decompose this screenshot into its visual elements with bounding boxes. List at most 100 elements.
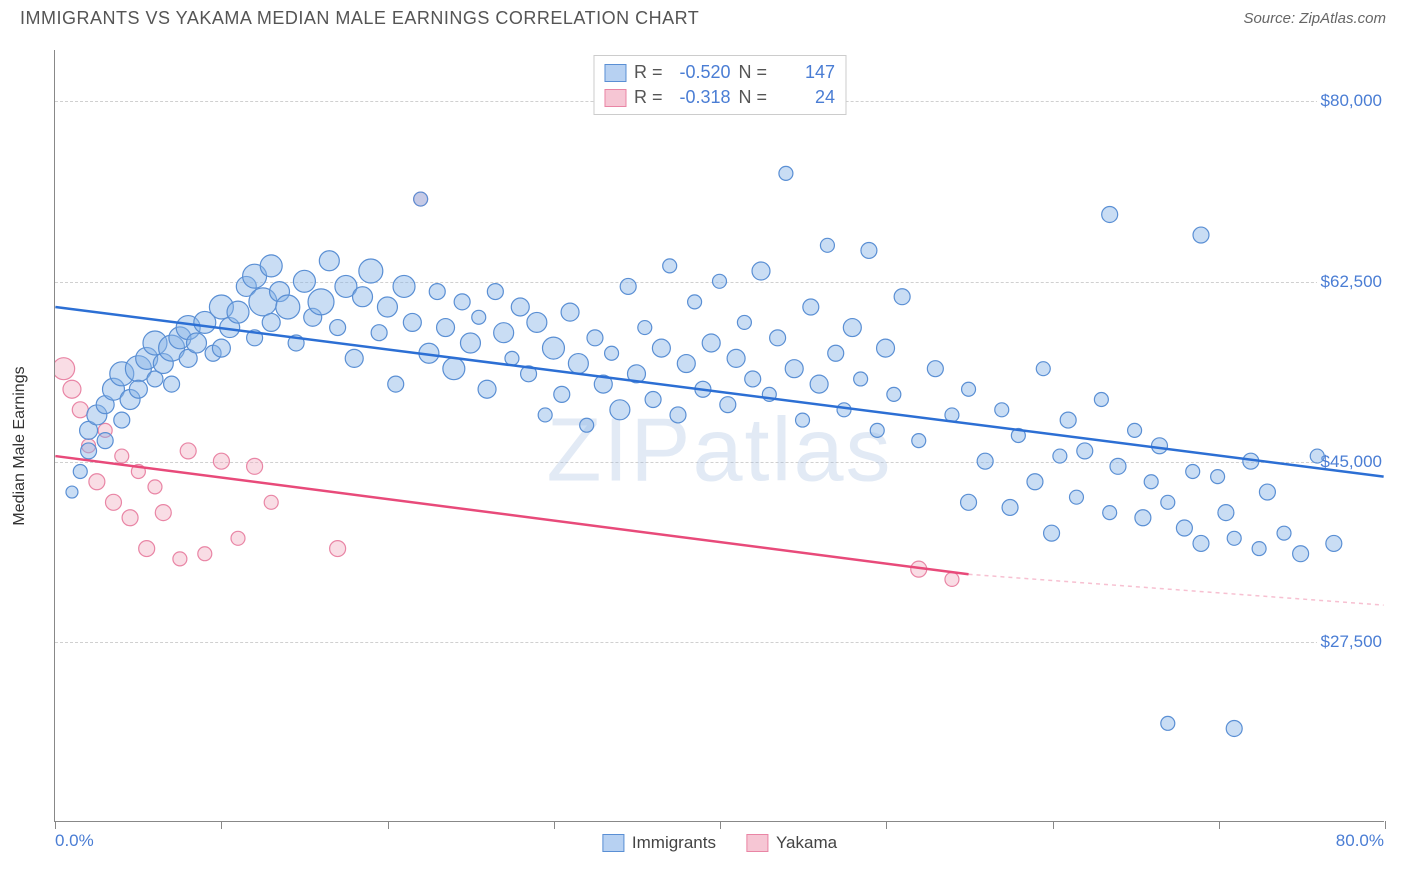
data-point xyxy=(437,319,455,337)
data-point xyxy=(554,386,570,402)
stat-n-value: 24 xyxy=(775,87,835,108)
data-point xyxy=(1326,535,1342,551)
xtick xyxy=(1053,821,1054,829)
bottom-legend-item: Immigrants xyxy=(602,833,716,853)
data-point xyxy=(330,320,346,336)
data-point xyxy=(1310,449,1324,463)
data-point xyxy=(1053,449,1067,463)
data-point xyxy=(1060,412,1076,428)
data-point xyxy=(1110,458,1126,474)
data-point xyxy=(1135,510,1151,526)
data-point xyxy=(443,358,465,380)
scatter-plot-svg xyxy=(55,50,1384,821)
data-point xyxy=(1218,505,1234,521)
data-point xyxy=(359,259,383,283)
xtick xyxy=(55,821,56,829)
xtick xyxy=(388,821,389,829)
xtick xyxy=(1219,821,1220,829)
data-point xyxy=(977,453,993,469)
data-point xyxy=(148,480,162,494)
data-point xyxy=(319,251,339,271)
data-point xyxy=(1069,490,1083,504)
data-point xyxy=(927,361,943,377)
data-point xyxy=(995,403,1009,417)
data-point xyxy=(796,413,810,427)
data-point xyxy=(837,403,851,417)
legend-stats-row: R =-0.520N =147 xyxy=(604,60,835,85)
data-point xyxy=(97,433,113,449)
data-point xyxy=(587,330,603,346)
data-point xyxy=(670,407,686,423)
data-point xyxy=(962,382,976,396)
data-point xyxy=(1252,542,1266,556)
xaxis-max-label: 80.0% xyxy=(1336,831,1384,851)
data-point xyxy=(388,376,404,392)
data-point xyxy=(610,400,630,420)
legend-swatch xyxy=(746,834,768,852)
data-point xyxy=(1226,720,1242,736)
data-point xyxy=(81,443,97,459)
stat-n-value: 147 xyxy=(775,62,835,83)
data-point xyxy=(293,270,315,292)
data-point xyxy=(580,418,594,432)
data-point xyxy=(1193,535,1209,551)
stat-n-label: N = xyxy=(739,62,768,83)
data-point xyxy=(180,443,196,459)
data-point xyxy=(1128,423,1142,437)
xaxis-min-label: 0.0% xyxy=(55,831,94,851)
data-point xyxy=(73,464,87,478)
data-point xyxy=(945,572,959,586)
data-point xyxy=(164,376,180,392)
data-point xyxy=(494,323,514,343)
data-point xyxy=(1277,526,1291,540)
data-point xyxy=(1211,470,1225,484)
data-point xyxy=(870,423,884,437)
stat-r-label: R = xyxy=(634,87,663,108)
data-point xyxy=(820,238,834,252)
data-point xyxy=(72,402,88,418)
data-point xyxy=(129,380,147,398)
data-point xyxy=(353,287,373,307)
data-point xyxy=(785,360,803,378)
data-point xyxy=(688,295,702,309)
data-point xyxy=(377,297,397,317)
data-point xyxy=(1227,531,1241,545)
data-point xyxy=(1259,484,1275,500)
data-point xyxy=(393,275,415,297)
data-point xyxy=(663,259,677,273)
data-point xyxy=(198,547,212,561)
data-point xyxy=(487,284,503,300)
data-point xyxy=(713,274,727,288)
data-point xyxy=(308,289,334,315)
data-point xyxy=(511,298,529,316)
data-point xyxy=(561,303,579,321)
legend-swatch xyxy=(604,89,626,107)
legend-swatch xyxy=(602,834,624,852)
data-point xyxy=(1027,474,1043,490)
data-point xyxy=(212,339,230,357)
data-point xyxy=(1161,716,1175,730)
data-point xyxy=(702,334,720,352)
data-point xyxy=(779,166,793,180)
data-point xyxy=(1144,475,1158,489)
data-point xyxy=(231,531,245,545)
data-point xyxy=(861,242,877,258)
data-point xyxy=(568,354,588,374)
data-point xyxy=(1193,227,1209,243)
data-point xyxy=(227,301,249,323)
trend-line xyxy=(55,307,1383,477)
data-point xyxy=(1094,393,1108,407)
chart-source: Source: ZipAtlas.com xyxy=(1243,10,1386,27)
chart-plot-area: ZIPatlas R =-0.520N =147R =-0.318N =24 $… xyxy=(54,50,1384,822)
data-point xyxy=(1036,362,1050,376)
data-point xyxy=(1002,499,1018,515)
data-point xyxy=(645,392,661,408)
trend-line xyxy=(969,574,1384,605)
data-point xyxy=(1161,495,1175,509)
data-point xyxy=(478,380,496,398)
stat-r-value: -0.318 xyxy=(671,87,731,108)
trend-line xyxy=(55,456,968,574)
bottom-legend-item: Yakama xyxy=(746,833,837,853)
data-point xyxy=(460,333,480,353)
data-point xyxy=(429,284,445,300)
